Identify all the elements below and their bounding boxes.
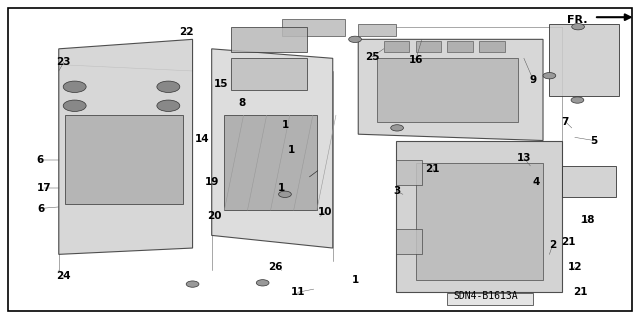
Bar: [65, 115, 183, 204]
Circle shape: [278, 191, 291, 197]
Circle shape: [571, 97, 584, 103]
Text: 3: 3: [393, 186, 400, 196]
Text: 24: 24: [56, 271, 71, 281]
Text: 15: 15: [214, 78, 228, 89]
Text: 7: 7: [562, 116, 569, 127]
Polygon shape: [59, 39, 193, 254]
Bar: [562, 166, 616, 197]
Text: 11: 11: [291, 287, 305, 297]
Bar: [378, 58, 518, 122]
Text: 6: 6: [37, 204, 45, 213]
Text: 25: 25: [365, 52, 380, 62]
Bar: [415, 41, 441, 52]
Text: 22: 22: [179, 27, 193, 37]
Text: 18: 18: [580, 215, 595, 225]
Bar: [225, 115, 317, 210]
Bar: [415, 163, 543, 280]
Bar: [396, 229, 422, 254]
Text: 12: 12: [568, 262, 582, 272]
Text: 26: 26: [268, 262, 283, 272]
Circle shape: [391, 125, 403, 131]
Text: 1: 1: [351, 275, 358, 285]
Bar: [396, 160, 422, 185]
Circle shape: [349, 36, 362, 42]
Text: 8: 8: [239, 98, 246, 108]
Text: 17: 17: [36, 183, 51, 193]
Text: FR.: FR.: [567, 15, 588, 26]
Circle shape: [63, 81, 86, 93]
Polygon shape: [358, 39, 543, 141]
Text: 21: 21: [426, 164, 440, 174]
Polygon shape: [549, 24, 620, 96]
Bar: [282, 19, 346, 36]
Text: 1: 1: [278, 183, 285, 193]
Text: 20: 20: [207, 211, 222, 221]
Text: 9: 9: [530, 76, 537, 85]
Circle shape: [256, 280, 269, 286]
Text: 2: 2: [549, 240, 556, 250]
Text: 21: 21: [573, 287, 588, 297]
Text: 21: 21: [561, 237, 576, 247]
Text: 6: 6: [36, 154, 44, 165]
Circle shape: [543, 72, 556, 79]
Bar: [447, 293, 534, 305]
Text: 16: 16: [408, 55, 423, 65]
Bar: [384, 41, 409, 52]
Bar: [447, 41, 473, 52]
Text: 5: 5: [590, 136, 598, 145]
Circle shape: [157, 100, 180, 111]
Text: 4: 4: [533, 177, 540, 187]
Circle shape: [186, 281, 199, 287]
Circle shape: [572, 24, 584, 30]
Text: 14: 14: [195, 134, 209, 144]
Bar: [358, 24, 396, 36]
Text: SDN4-B1613A: SDN4-B1613A: [453, 291, 518, 301]
Text: 13: 13: [516, 153, 531, 163]
Text: 23: 23: [56, 57, 71, 67]
Bar: [231, 58, 307, 90]
Text: 10: 10: [318, 207, 332, 217]
Polygon shape: [396, 141, 562, 292]
Polygon shape: [212, 49, 333, 248]
Circle shape: [157, 81, 180, 93]
Circle shape: [63, 100, 86, 111]
Text: 1: 1: [288, 145, 295, 155]
Bar: [231, 27, 307, 52]
Text: 19: 19: [205, 177, 219, 187]
Text: 1: 1: [282, 120, 289, 130]
Bar: [479, 41, 505, 52]
